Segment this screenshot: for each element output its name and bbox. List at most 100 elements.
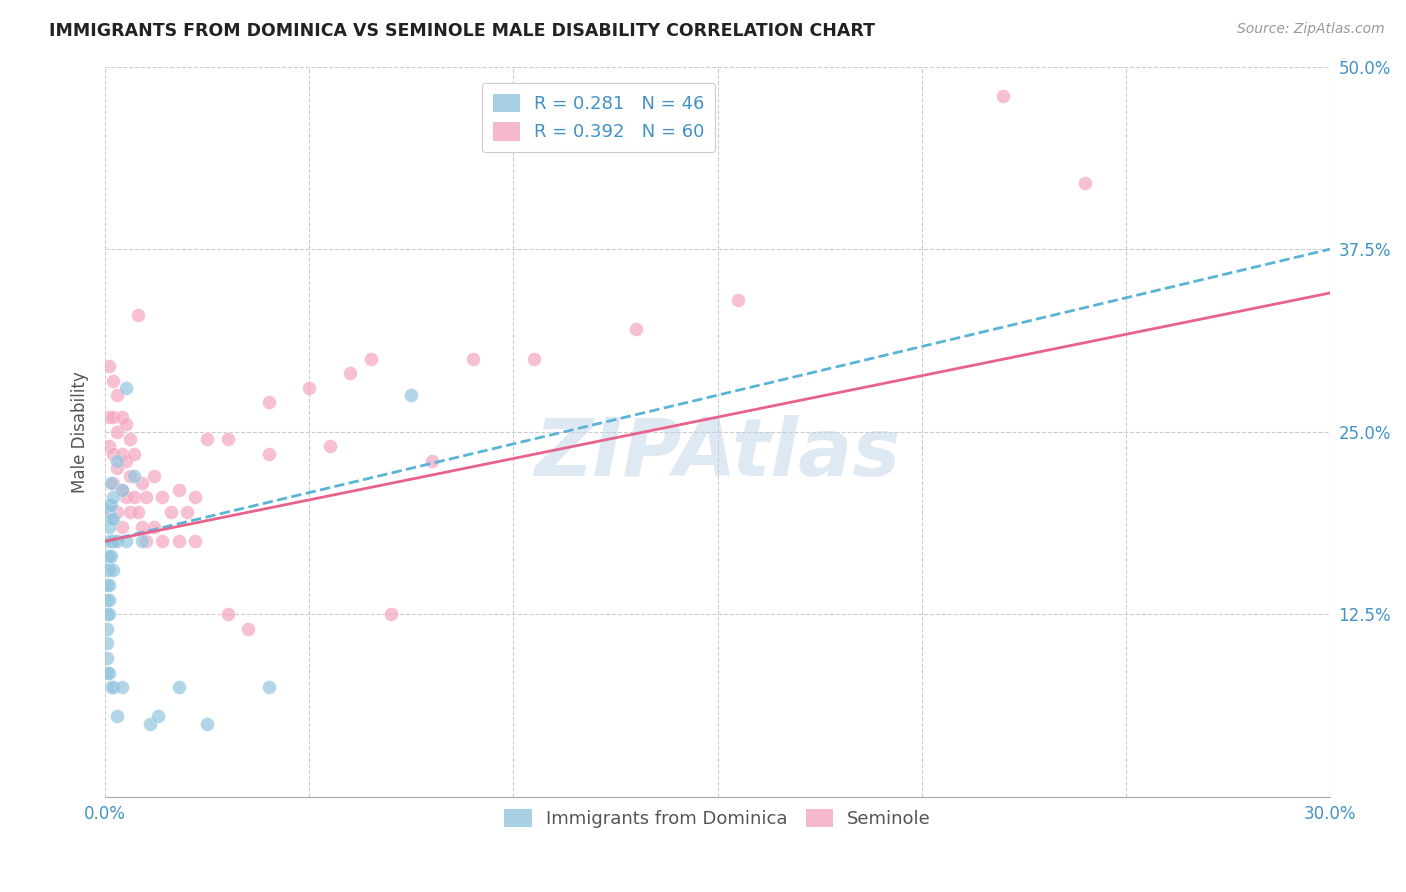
Point: [103, 534, 125, 549]
Text: ZIPAtlas: ZIPAtlas: [534, 415, 901, 492]
Point: [103, 563, 125, 577]
Point: [100, 549, 122, 563]
Point: [148, 709, 170, 723]
Point: [114, 534, 136, 549]
Point: [103, 680, 125, 694]
Point: [167, 534, 190, 549]
Point: [420, 454, 443, 468]
Point: [96, 651, 118, 665]
Point: [167, 680, 190, 694]
Point: [114, 417, 136, 432]
Point: [100, 475, 122, 490]
Point: [98, 534, 121, 549]
Point: [523, 351, 546, 366]
Point: [100, 512, 122, 526]
Point: [118, 505, 141, 519]
Text: IMMIGRANTS FROM DOMINICA VS SEMINOLE MALE DISABILITY CORRELATION CHART: IMMIGRANTS FROM DOMINICA VS SEMINOLE MAL…: [49, 22, 875, 40]
Point: [98, 505, 121, 519]
Point: [114, 381, 136, 395]
Point: [107, 505, 129, 519]
Point: [98, 505, 121, 519]
Point: [380, 607, 402, 622]
Point: [727, 293, 749, 308]
Point: [98, 498, 121, 512]
Point: [98, 549, 121, 563]
Point: [150, 534, 173, 549]
Point: [110, 483, 132, 497]
Point: [96, 592, 118, 607]
Point: [98, 534, 121, 549]
Point: [96, 563, 118, 577]
Point: [127, 505, 149, 519]
Point: [118, 432, 141, 446]
Point: [114, 454, 136, 468]
Point: [339, 366, 361, 380]
Point: [100, 534, 122, 549]
Point: [98, 607, 121, 622]
Point: [110, 483, 132, 497]
Point: [176, 505, 198, 519]
Point: [98, 563, 121, 577]
Point: [107, 534, 129, 549]
Point: [122, 468, 145, 483]
Point: [217, 432, 239, 446]
Point: [107, 388, 129, 402]
Point: [236, 622, 259, 636]
Point: [360, 351, 382, 366]
Point: [1074, 177, 1097, 191]
Point: [107, 425, 129, 439]
Point: [96, 578, 118, 592]
Point: [103, 447, 125, 461]
Point: [103, 374, 125, 388]
Point: [319, 439, 342, 453]
Point: [159, 505, 181, 519]
Point: [96, 622, 118, 636]
Point: [103, 475, 125, 490]
Y-axis label: Male Disability: Male Disability: [72, 371, 89, 492]
Point: [98, 519, 121, 533]
Point: [103, 534, 125, 549]
Point: [100, 680, 122, 694]
Point: [96, 636, 118, 650]
Point: [135, 534, 157, 549]
Point: [131, 534, 153, 549]
Point: [98, 665, 121, 680]
Point: [131, 519, 153, 533]
Point: [131, 475, 153, 490]
Point: [107, 461, 129, 475]
Point: [110, 519, 132, 533]
Point: [184, 534, 207, 549]
Point: [98, 410, 121, 425]
Point: [122, 447, 145, 461]
Point: [257, 395, 280, 409]
Point: [118, 468, 141, 483]
Point: [257, 680, 280, 694]
Point: [98, 592, 121, 607]
Point: [461, 351, 484, 366]
Point: [96, 549, 118, 563]
Point: [107, 709, 129, 723]
Point: [195, 716, 218, 731]
Text: Source: ZipAtlas.com: Source: ZipAtlas.com: [1237, 22, 1385, 37]
Point: [107, 454, 129, 468]
Point: [96, 665, 118, 680]
Point: [993, 88, 1015, 103]
Point: [114, 491, 136, 505]
Point: [103, 410, 125, 425]
Point: [624, 322, 647, 336]
Point: [103, 491, 125, 505]
Point: [150, 491, 173, 505]
Point: [98, 439, 121, 453]
Point: [195, 432, 218, 446]
Point: [122, 491, 145, 505]
Point: [184, 491, 207, 505]
Point: [401, 388, 423, 402]
Point: [257, 447, 280, 461]
Point: [103, 512, 125, 526]
Point: [96, 607, 118, 622]
Point: [110, 447, 132, 461]
Point: [298, 381, 321, 395]
Point: [135, 491, 157, 505]
Point: [143, 519, 166, 533]
Point: [167, 483, 190, 497]
